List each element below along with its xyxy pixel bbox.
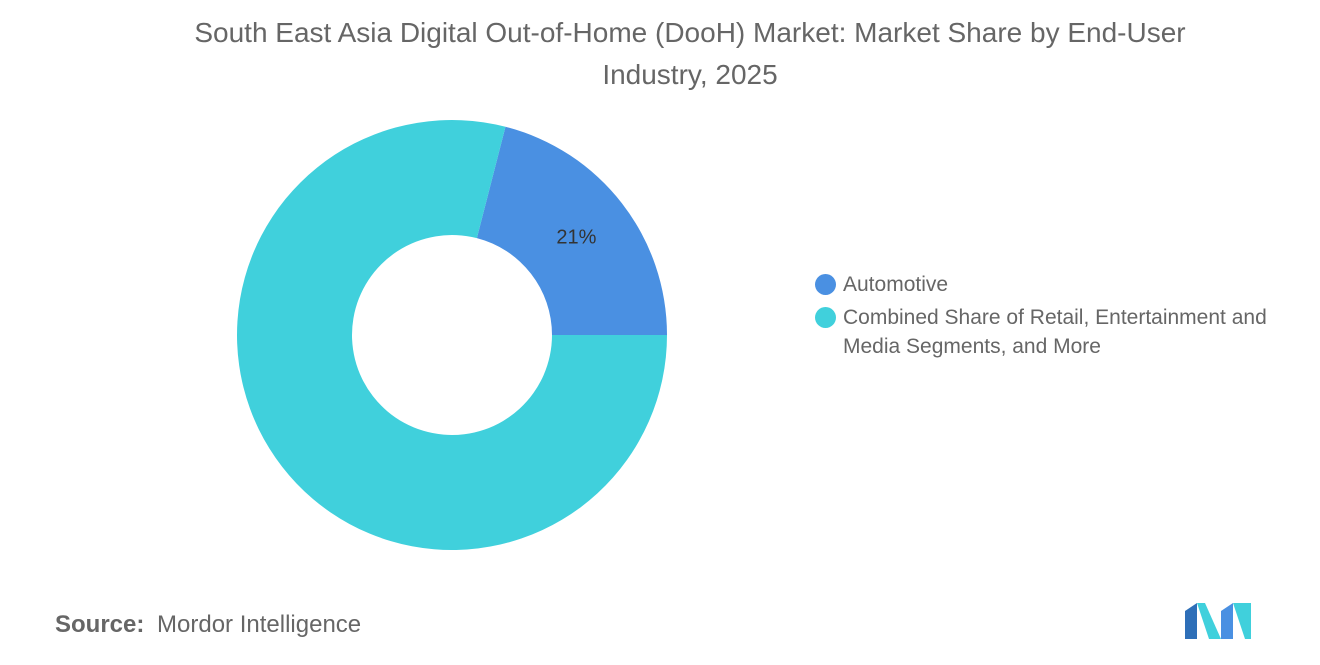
source-note: Source: Mordor Intelligence (55, 611, 361, 639)
legend-item-combined-share: Combined Share of Retail, Entertainment … (815, 303, 1275, 361)
donut-slice-0 (476, 126, 667, 335)
legend-swatch-automotive (815, 274, 836, 295)
legend-label-automotive: Automotive (843, 273, 949, 296)
legend-item-automotive: Automotive (815, 270, 1275, 299)
source-label: Source: (55, 611, 145, 638)
mordor-intelligence-logo-icon (1185, 603, 1251, 639)
donut-slice-1 (237, 120, 667, 551)
legend-label-combined-share: Combined Share of Retail, Entertainment … (843, 306, 1267, 358)
chart-legend: Automotive Combined Share of Retail, Ent… (815, 270, 1275, 365)
legend-swatch-combined-share (815, 307, 836, 328)
donut-data-label-0: 21% (556, 227, 596, 249)
chart-title: South East Asia Digital Out-of-Home (Doo… (194, 17, 1186, 90)
source-value: Mordor Intelligence (157, 611, 362, 638)
